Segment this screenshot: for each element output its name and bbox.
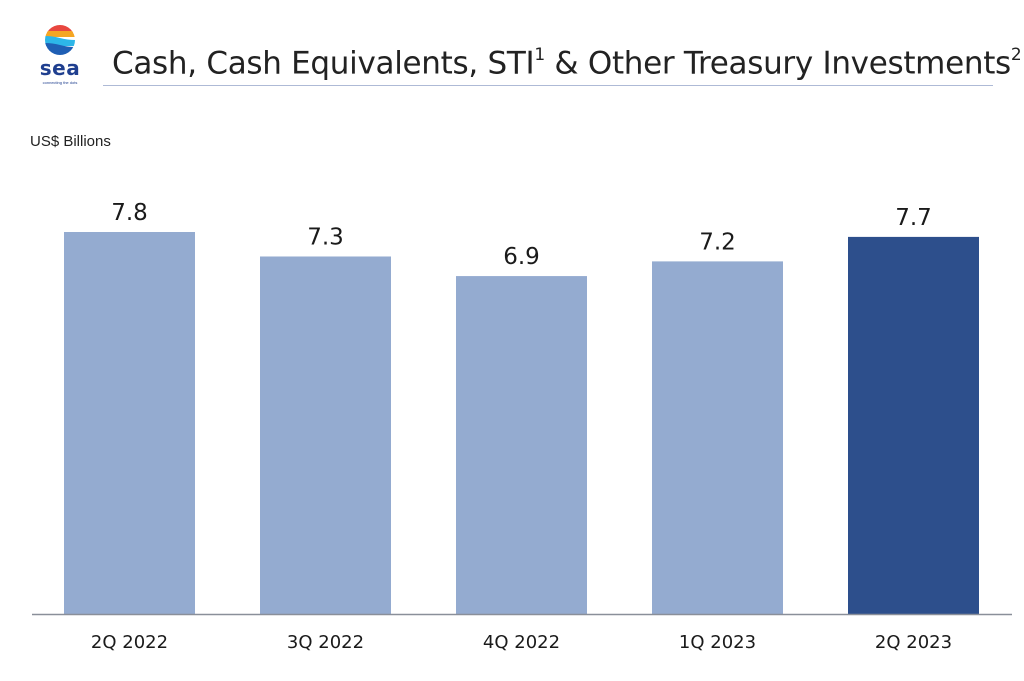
data-label: 7.3 xyxy=(307,224,344,250)
x-tick-label: 2Q 2022 xyxy=(91,632,168,653)
data-label: 7.8 xyxy=(111,200,148,226)
title-footnote-1: 1 xyxy=(534,45,545,65)
logo-tagline: connecting the dots xyxy=(42,80,78,85)
data-label: 7.7 xyxy=(895,205,932,231)
page-title: Cash, Cash Equivalents, STI1 & Other Tre… xyxy=(112,38,1022,82)
title-main-2: & Other Treasury Investments xyxy=(544,45,1011,82)
x-tick-label: 1Q 2023 xyxy=(679,632,756,653)
logo-wordmark: sea xyxy=(39,56,81,80)
x-tick-label: 2Q 2023 xyxy=(875,632,952,653)
bar-2q-2022 xyxy=(64,232,195,614)
data-label: 7.2 xyxy=(699,229,736,255)
unit-label: US$ Billions xyxy=(30,133,111,150)
data-label: 6.9 xyxy=(503,244,540,270)
title-footnote-2: 2 xyxy=(1010,45,1022,65)
bar-2q-2023 xyxy=(848,236,979,614)
sea-logo-icon xyxy=(45,25,75,55)
bar-3q-2022 xyxy=(260,256,391,614)
bar-4q-2022 xyxy=(456,276,587,614)
title-divider xyxy=(103,85,993,86)
x-tick-label: 3Q 2022 xyxy=(287,632,364,653)
sea-logo: sea connecting the dots xyxy=(30,24,90,90)
x-tick-label: 4Q 2022 xyxy=(483,632,560,653)
title-main: Cash, Cash Equivalents, STI xyxy=(112,45,535,82)
bar-1q-2023 xyxy=(652,261,783,614)
